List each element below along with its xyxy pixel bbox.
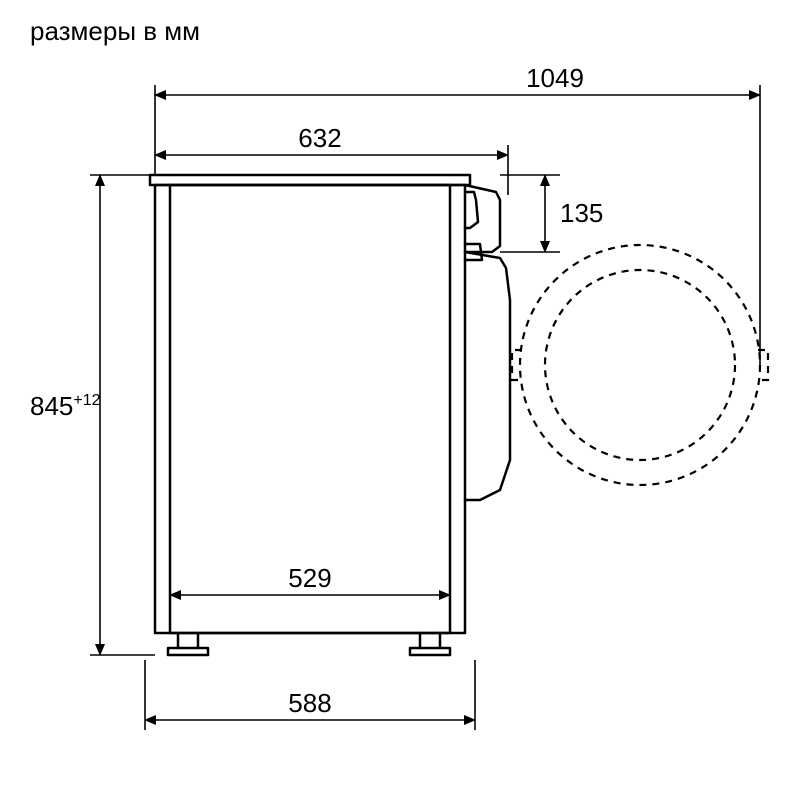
dim-1049-label: 1049	[526, 63, 584, 93]
dim-632-label: 632	[298, 123, 341, 153]
door-swing	[512, 245, 768, 485]
diagram-title: размеры в мм	[30, 16, 200, 46]
dim-135-label: 135	[560, 198, 603, 228]
dimension-lines	[100, 95, 760, 720]
dim-588-label: 588	[288, 688, 331, 718]
dim-845-label: 845+12	[30, 391, 101, 421]
technical-drawing: размеры в мм	[0, 0, 800, 800]
dim-529-label: 529	[288, 563, 331, 593]
diagram-canvas: размеры в мм	[0, 0, 800, 800]
dimension-labels: 1049 632 135 845+12 529 588	[30, 63, 603, 718]
